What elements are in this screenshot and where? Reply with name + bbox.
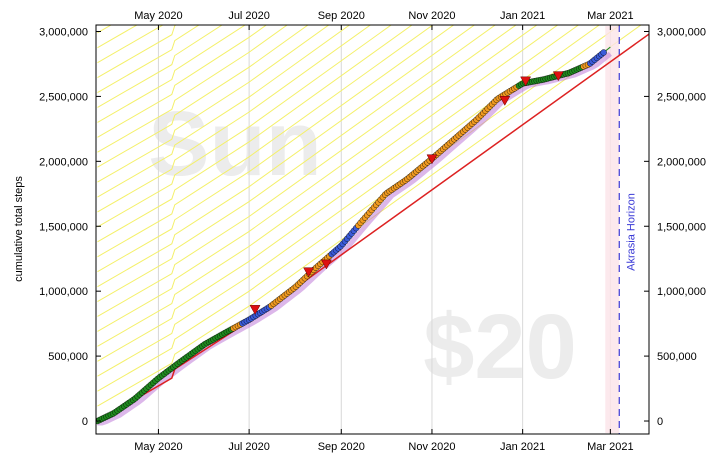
derailment-marker	[303, 267, 315, 278]
guideline	[97, 25, 601, 377]
guideline	[97, 25, 393, 228]
x-tick-label-top: Jul 2020	[228, 10, 270, 22]
plot-area	[96, 25, 649, 434]
y-tick-label-left: 2,000,000	[39, 156, 88, 168]
guideline	[97, 25, 372, 213]
guideline	[97, 25, 309, 168]
y-axis-right: 0 500,000 1,000,000 1,500,000 2,000,000 2,500…	[644, 26, 706, 428]
y-axis-label: cumulative total steps	[13, 176, 25, 282]
guideline	[97, 25, 538, 332]
derailment-marker	[552, 71, 564, 82]
y-tick-label-right: 1,500,000	[657, 221, 706, 233]
y-tick-label-left: 500,000	[48, 351, 88, 363]
datapoint-markers	[96, 49, 607, 425]
guideline	[97, 25, 223, 108]
y-tick-label-right: 3,000,000	[657, 26, 706, 38]
y-tick-label-left: 3,000,000	[39, 26, 88, 38]
pledge-watermark: $20	[423, 296, 577, 398]
derailment-marker	[426, 154, 438, 165]
y-tick-label-right: 500,000	[657, 351, 697, 363]
derailment-markers	[249, 71, 564, 315]
x-axis-top: May 2020 Jul 2020 Sep 2020 Nov 2020 Jan 2021…	[134, 10, 634, 30]
guideline	[97, 25, 200, 93]
x-tick-label-top: Sep 2020	[318, 10, 365, 22]
y-tick-label-right: 1,000,000	[657, 286, 706, 298]
y-tick-label-left: 0	[82, 416, 88, 428]
horizon-band	[605, 26, 620, 433]
plot-frame	[95, 24, 650, 435]
guideline	[97, 25, 559, 347]
x-tick-label-bottom: Sep 2020	[318, 441, 365, 453]
datapoint	[600, 49, 607, 56]
x-tick-label-top: May 2020	[134, 10, 182, 22]
guideline	[97, 25, 351, 198]
x-tick-label-bottom: Jan 2021	[500, 441, 545, 453]
y-tick-label-left: 1,500,000	[39, 221, 88, 233]
moving-average-line	[97, 51, 612, 426]
guideline	[97, 25, 517, 317]
y-tick-label-left: 1,000,000	[39, 286, 88, 298]
akrasia-horizon: Akrasia Horizon	[605, 25, 637, 434]
y-tick-label-right: 2,500,000	[657, 91, 706, 103]
x-tick-label-bottom: Jul 2020	[228, 441, 270, 453]
derailment-marker	[249, 305, 261, 315]
guideline	[97, 25, 288, 153]
guideline	[97, 25, 434, 258]
guideline	[97, 25, 247, 123]
x-tick-label-bottom: May 2020	[134, 441, 182, 453]
x-axis-bottom: May 2020 Jul 2020 Sep 2020 Nov 2020 Jan 2021…	[134, 429, 634, 453]
x-tick-label-bottom: Nov 2020	[408, 441, 455, 453]
derailment-marker	[499, 96, 511, 106]
x-tick-label-top: Mar 2021	[587, 10, 633, 22]
derailment-marker	[320, 259, 332, 270]
guideline	[97, 25, 642, 407]
guideline	[97, 25, 455, 273]
guideline	[97, 25, 413, 243]
guideline	[97, 25, 497, 302]
x-tick-label-top: Nov 2020	[408, 10, 455, 22]
x-tick-label-top: Jan 2021	[500, 10, 545, 22]
x-tick-label-bottom: Mar 2021	[587, 441, 633, 453]
y-tick-label-right: 0	[657, 416, 663, 428]
derailment-marker	[520, 76, 532, 87]
y-axis-left: 0 500,000 1,000,000 1,500,000 2,000,000 2,500…	[39, 26, 101, 428]
guideline	[97, 25, 177, 79]
guideline	[97, 25, 164, 64]
y-tick-label-right: 2,000,000	[657, 156, 706, 168]
guideline	[97, 25, 476, 288]
guideline	[97, 25, 268, 138]
y-tick-label-left: 2,500,000	[39, 91, 88, 103]
guideline	[97, 25, 580, 362]
guideline	[97, 25, 330, 183]
horizon-label: Akrasia Horizon	[625, 193, 637, 271]
